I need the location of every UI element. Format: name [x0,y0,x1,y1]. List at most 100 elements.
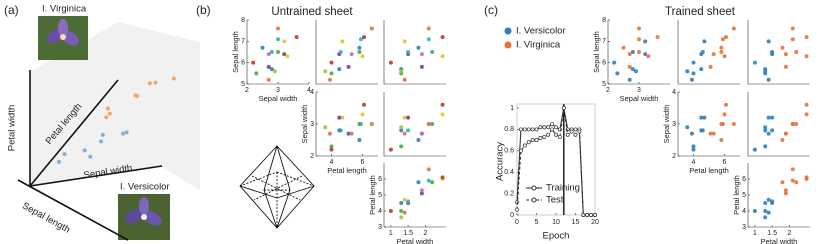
point [515,207,519,212]
point [722,112,727,117]
y-axis-label: Sepal length [592,31,601,73]
point [349,131,354,136]
point [360,54,365,59]
point [254,71,259,76]
point [426,122,431,126]
x-axis-label: Sepal width [620,94,659,103]
point [100,132,105,137]
point [643,52,648,57]
point [329,147,334,152]
scatter-plot [383,92,446,157]
point [731,122,736,126]
point [430,122,435,126]
axis-label: Petal width [7,105,18,151]
point [700,50,705,54]
axis-line [747,163,810,228]
point [153,80,158,85]
y-tick-label: 5 [378,192,382,199]
point [419,64,424,69]
y-tick-label: 3 [378,224,382,231]
point [357,45,362,50]
point [349,52,354,57]
axis-lines [17,70,163,241]
point [399,125,404,130]
point [589,213,594,217]
axis-line [383,20,446,85]
point [388,209,393,213]
point [362,35,367,40]
legend-label: I. Virginica [516,40,561,51]
axis-line [315,92,378,157]
point [346,131,351,136]
point [794,180,799,185]
point [770,199,775,204]
y-tick-label: 7 [241,38,245,45]
point [430,50,435,54]
point [790,178,795,183]
y-axis-label: Petal length [368,175,377,215]
point [804,54,809,59]
point [399,144,404,149]
point [708,131,713,136]
y-axis-label: Sepal length [231,31,240,73]
point [329,71,334,76]
point [719,45,724,50]
point [633,69,638,74]
y-tick-label: 0 [510,212,514,219]
y-tick-label: 6 [241,60,245,67]
point [402,115,407,120]
x-tick-label: 6 [361,159,365,166]
point [522,143,527,148]
point [691,71,696,76]
point [783,131,788,136]
axis-line [747,20,810,85]
point [538,125,543,130]
point [763,128,768,133]
point [593,213,597,217]
x-tick-label: 2 [423,230,427,237]
point [770,50,775,54]
x-tick-label: 10 [552,219,560,226]
x-tick-label: 1 [753,230,757,237]
legend-marker [504,27,512,35]
point [783,188,788,193]
point [260,45,265,50]
point [752,147,757,152]
point [763,209,768,213]
point [327,131,332,136]
point [699,115,704,120]
panel-label: (b) [196,3,211,17]
point [804,112,809,117]
point [426,37,431,42]
point [338,50,343,54]
point [804,102,809,107]
axis-line [747,92,810,157]
point [440,102,445,107]
scatter-plot: 1 1.5 2 3 4 5 6 Petal width Petal length [732,163,810,244]
y-tick-label: 0.4 [504,169,514,176]
x-axis-label: Petal length [327,166,367,175]
y-tick-label: 3 [310,121,314,128]
point [689,131,694,136]
point [783,191,788,196]
point [121,131,125,136]
point [719,122,724,126]
point [440,54,445,59]
point [752,209,757,213]
point [763,215,768,220]
point [766,210,771,215]
legend-label: Training [546,183,580,194]
flower-photo [118,194,170,240]
point [82,148,87,153]
point [530,138,535,143]
point [522,127,527,132]
y-axis-label: Sepal width [662,105,671,144]
point [794,50,799,54]
legend-marker [504,41,512,49]
point [88,154,93,159]
point [691,144,696,149]
point [763,201,768,205]
y-axis-label: Petal length [732,175,741,215]
point [724,35,729,40]
point [171,76,176,81]
